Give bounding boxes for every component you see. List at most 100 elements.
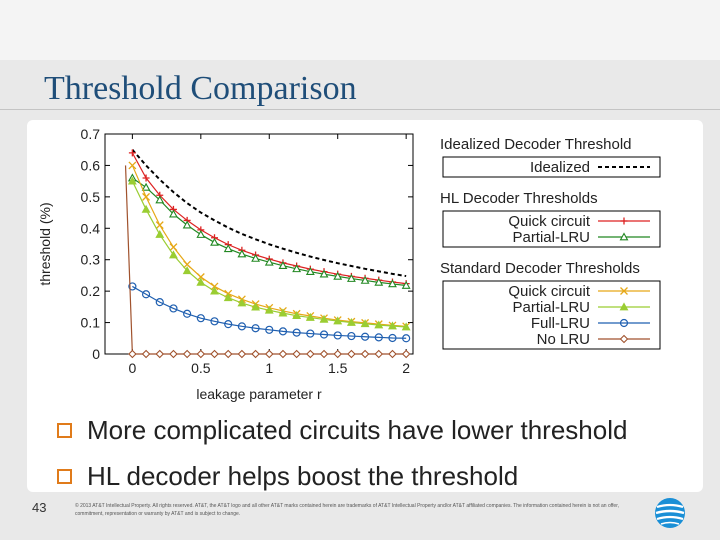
slide-title: Threshold Comparison [44,70,357,107]
data-point [619,318,629,328]
series-partial-lru [127,173,411,289]
data-point [278,349,288,359]
data-point [210,317,219,326]
header-band [0,0,720,60]
legend-group-heading: Idealized Decoder Threshold [440,136,632,153]
data-point [292,311,302,320]
x-tick-label: 1 [265,360,273,376]
data-point [346,273,356,282]
data-point [333,271,343,280]
data-point [620,287,628,295]
y-tick-label: 0.3 [81,252,101,268]
series-line [131,149,407,278]
legend-box [442,210,661,248]
y-tick-label: 0.7 [81,126,101,142]
data-point [141,349,151,359]
data-point [196,314,205,323]
data-point [251,302,261,311]
data-point [620,217,628,225]
data-point [210,286,219,295]
series-no-lru [124,165,411,359]
x-axis-label: leakage parameter r [196,386,322,402]
x-tick-label: 0.5 [191,360,211,376]
data-point [196,349,206,359]
data-point [251,349,260,359]
data-point [210,237,219,246]
series-partial-lru [127,176,411,331]
y-tick-label: 0.5 [81,189,101,205]
data-point [346,317,356,326]
data-point [278,261,288,270]
data-point [333,349,342,359]
y-tick-label: 0.4 [81,220,101,236]
data-point [319,269,329,278]
legend-entry-label: Idealized [530,159,590,176]
data-point [374,333,383,342]
series-line [131,165,407,327]
bullet-marker-icon [57,422,72,438]
y-tick-label: 0.2 [81,283,101,299]
x-tick-label: 0 [128,360,136,376]
data-point [388,279,397,288]
legend-entry-label: No LRU [537,331,590,348]
legend-box [442,156,661,178]
data-point [619,302,629,311]
data-point [127,176,137,185]
data-point [360,275,370,284]
series-idealized [131,149,407,278]
legend-group-heading: HL Decoder Thresholds [440,190,598,207]
data-point [388,321,397,330]
data-point [319,314,329,323]
data-point [401,280,411,289]
data-point [169,250,178,259]
data-point [264,349,274,359]
legend-entry-label: Partial-LRU [512,299,590,316]
data-point [292,264,302,273]
att-globe-icon [655,498,685,528]
data-point [278,308,288,317]
data-point [196,273,205,281]
data-point [619,334,629,344]
data-point [141,204,151,213]
data-point [182,266,192,275]
data-point [347,331,356,341]
data-point [142,192,151,201]
data-point [224,320,233,329]
data-point [128,149,136,157]
data-point [347,349,356,359]
data-point [388,349,397,359]
data-point [401,349,411,359]
data-point [237,298,247,307]
data-point [169,243,178,252]
data-point [374,349,384,359]
copyright-notice: © 2013 AT&T Intellectual Property. All r… [75,503,619,517]
data-point [237,349,247,359]
title-divider [0,109,720,110]
y-tick-label: 0.1 [81,315,101,331]
data-point [141,182,151,191]
bullet-item: HL decoder helps boost the threshold [55,458,518,494]
data-point [128,161,137,170]
data-point [142,174,150,182]
data-point [155,349,165,359]
data-point [155,298,164,307]
data-point [183,309,192,318]
data-point [155,229,165,238]
data-point [251,324,260,333]
footer [0,493,720,540]
legend-entry-label: Quick circuit [508,213,591,230]
data-point [141,290,151,299]
y-tick-label: 0 [92,346,100,362]
legend-entry-label: Full-LRU [531,315,590,332]
data-point [196,277,206,286]
series-quick-circuit [128,161,411,331]
data-point [182,349,192,359]
series-line [124,165,407,355]
data-point [278,327,288,336]
series-quick-circuit [128,149,410,288]
data-point [210,282,219,291]
data-point [210,349,219,359]
legend-group-heading: Standard Decoder Thresholds [440,260,640,277]
data-point [265,325,274,334]
bullet-text: HL decoder helps boost the threshold [87,460,519,491]
